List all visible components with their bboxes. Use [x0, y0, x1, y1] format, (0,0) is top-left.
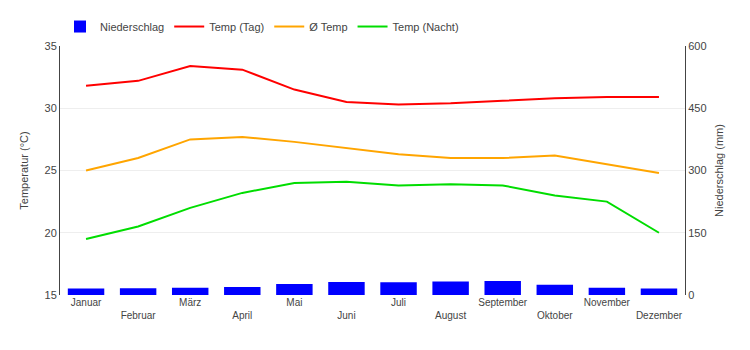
- svg-text:Niederschlag (mm): Niederschlag (mm): [713, 124, 725, 217]
- svg-text:300: 300: [688, 164, 706, 176]
- svg-text:30: 30: [45, 102, 57, 114]
- svg-text:Ø Temp: Ø Temp: [309, 21, 347, 33]
- svg-text:Oktober: Oktober: [537, 310, 573, 321]
- svg-text:Temp (Tag): Temp (Tag): [209, 21, 264, 33]
- svg-text:35: 35: [45, 40, 57, 52]
- svg-text:Januar: Januar: [71, 297, 102, 308]
- svg-text:April: April: [232, 310, 252, 321]
- svg-text:150: 150: [688, 227, 706, 239]
- svg-text:0: 0: [688, 289, 694, 301]
- svg-text:20: 20: [45, 227, 57, 239]
- svg-text:September: September: [478, 297, 528, 308]
- svg-text:November: November: [584, 297, 631, 308]
- svg-text:Niederschlag: Niederschlag: [100, 21, 164, 33]
- svg-text:Juni: Juni: [337, 310, 355, 321]
- svg-text:März: März: [179, 297, 201, 308]
- svg-text:Februar: Februar: [121, 310, 157, 321]
- svg-text:600: 600: [688, 40, 706, 52]
- svg-text:450: 450: [688, 102, 706, 114]
- svg-text:Temperatur (°C): Temperatur (°C): [18, 131, 30, 209]
- svg-text:August: August: [435, 310, 466, 321]
- svg-text:Juli: Juli: [391, 297, 406, 308]
- svg-text:15: 15: [45, 289, 57, 301]
- svg-text:25: 25: [45, 164, 57, 176]
- svg-text:Temp (Nacht): Temp (Nacht): [393, 21, 459, 33]
- svg-text:Dezember: Dezember: [636, 310, 683, 321]
- svg-text:Mai: Mai: [286, 297, 302, 308]
